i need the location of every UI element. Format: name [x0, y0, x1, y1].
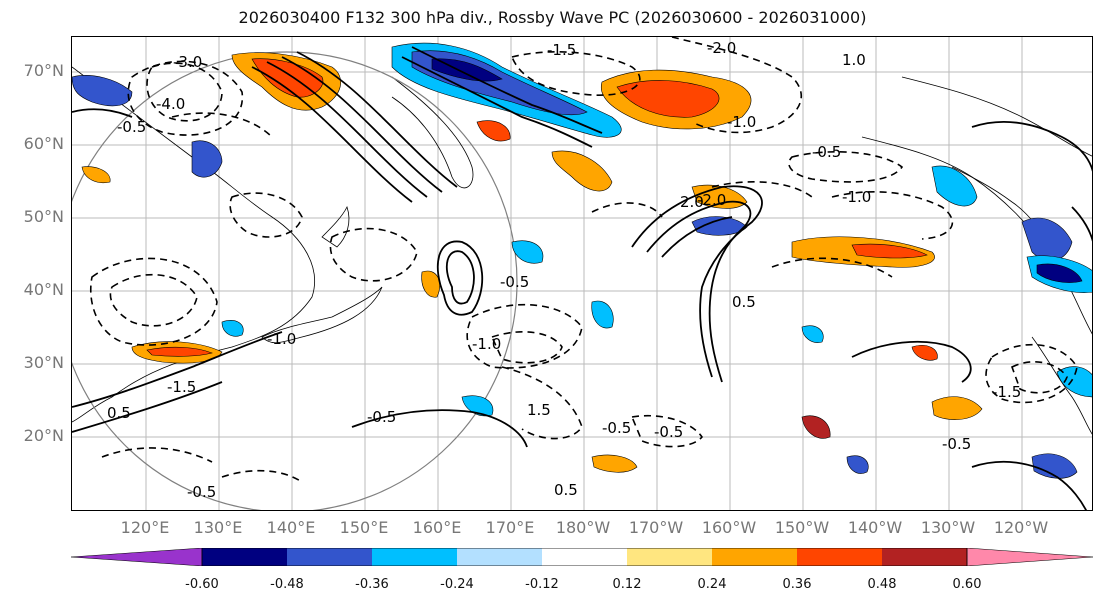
colorbar-bin	[797, 548, 882, 566]
contour-labels: -3.0 -4.0 -0.5 -1.5 -2.0 1.0 -1.0 2.0 -2…	[107, 39, 1021, 501]
lon-label-130w: 130°W	[920, 518, 976, 537]
colorbar-extend-min	[71, 548, 203, 566]
colorbar-tick: -0.36	[355, 577, 389, 592]
contour-label: -0.5	[367, 408, 396, 426]
contour-label: 2.0	[680, 193, 704, 211]
contour-label: 0.5	[107, 404, 131, 422]
map-canvas: -3.0 -4.0 -0.5 -1.5 -2.0 1.0 -1.0 2.0 -2…	[72, 37, 1092, 510]
colorbar-bin	[882, 548, 967, 566]
colorbar-bin	[627, 548, 712, 566]
contour-label: -1.5	[992, 383, 1021, 401]
colorbar-tick: -0.24	[440, 577, 474, 592]
colorbar-bin	[712, 548, 797, 566]
contour-label: -2.0	[697, 191, 726, 209]
lat-label-20: 20°N	[23, 426, 64, 445]
lat-label-40: 40°N	[23, 280, 64, 299]
lat-label-50: 50°N	[23, 207, 64, 226]
contour-label: -2.0	[707, 39, 736, 57]
lon-label-180w: 180°W	[555, 518, 611, 537]
lon-label-120e: 120°E	[120, 518, 170, 537]
contour-label: -1.0	[842, 188, 871, 206]
colorbar-bin	[457, 548, 542, 566]
lon-label-160w: 160°W	[701, 518, 757, 537]
lon-label-170w: 170°W	[628, 518, 684, 537]
contour-label: 1.0	[842, 51, 866, 69]
lat-label-30: 30°N	[23, 353, 64, 372]
contour-label: -1.5	[547, 41, 576, 59]
map-panel: -3.0 -4.0 -0.5 -1.5 -2.0 1.0 -1.0 2.0 -2…	[71, 36, 1093, 511]
lon-label-140w: 140°W	[847, 518, 903, 537]
contour-label: 0.5	[732, 293, 756, 311]
contour-label: -1.5	[167, 378, 196, 396]
colorbar-bin	[372, 548, 457, 566]
colorbar-tick: 0.24	[697, 577, 727, 592]
negative-contours	[90, 37, 1078, 483]
chart-title: 2026030400 F132 300 hPa div., Rossby Wav…	[238, 8, 867, 27]
lon-label-120w: 120°W	[993, 518, 1049, 537]
lon-label-150e: 150°E	[339, 518, 389, 537]
contour-label: -3.0	[173, 53, 202, 71]
colorbar-tick: -0.12	[525, 577, 559, 592]
region-circle	[72, 51, 518, 510]
contour-label: -0.5	[942, 435, 971, 453]
contour-label: -0.5	[654, 423, 683, 441]
colorbar-bin	[287, 548, 372, 566]
colorbar-extend-max	[966, 548, 1093, 566]
contour-label: -0.5	[117, 118, 146, 136]
lon-label-140e: 140°E	[266, 518, 316, 537]
coastlines	[72, 51, 1092, 510]
colorbar-tick: 0.48	[867, 577, 897, 592]
contour-label: -1.0	[727, 113, 756, 131]
colorbar-tick: 0.60	[952, 577, 982, 592]
lat-label-60: 60°N	[23, 134, 64, 153]
contour-label: -0.5	[500, 273, 529, 291]
contour-label: -0.5	[187, 483, 216, 501]
contour-label: -1.0	[472, 335, 501, 353]
contour-label: -4.0	[156, 95, 185, 113]
colorbar-tick: -0.48	[270, 577, 304, 592]
colorbar-outline	[201, 548, 968, 566]
lon-label-150w: 150°W	[774, 518, 830, 537]
colorbar-bin	[542, 548, 627, 566]
positive-contours	[72, 46, 1092, 510]
colorbar-bin	[202, 548, 287, 566]
lon-label-130e: 130°E	[193, 518, 243, 537]
lat-label-70: 70°N	[23, 61, 64, 80]
contour-label: -0.5	[812, 143, 841, 161]
colorbar-tick: 0.36	[782, 577, 812, 592]
colorbar	[71, 548, 1093, 566]
filled-anomalies	[72, 42, 1092, 479]
lon-label-160e: 160°E	[412, 518, 462, 537]
colorbar-tick: -0.60	[185, 577, 219, 592]
lon-label-170e: 170°E	[485, 518, 535, 537]
contour-label: -0.5	[602, 419, 631, 437]
contour-label: -1.0	[267, 330, 296, 348]
colorbar-tick: 0.12	[612, 577, 642, 592]
contour-label: 0.5	[554, 481, 578, 499]
contour-label: 1.5	[527, 401, 551, 419]
